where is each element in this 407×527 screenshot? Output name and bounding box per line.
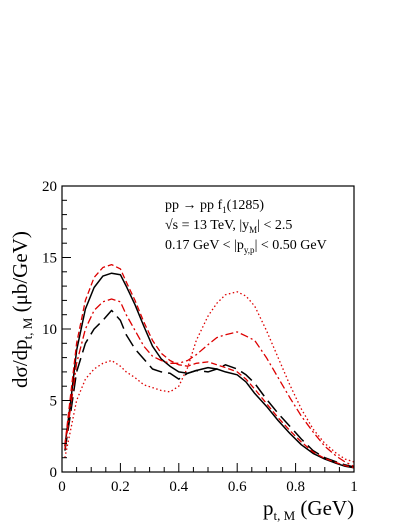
x-axis-title: pt, M (GeV) bbox=[263, 496, 354, 523]
annotation-energy-cut: √s = 13 TeV, |yM| < 2.5 bbox=[165, 218, 292, 235]
y-tick-label: 5 bbox=[50, 394, 58, 410]
x-tick-label: 0.2 bbox=[111, 479, 130, 495]
series-line-dash-dot bbox=[64, 298, 355, 467]
y-tick-label: 0 bbox=[50, 465, 58, 481]
x-tick-label: 1 bbox=[350, 479, 358, 495]
series-line-dotted bbox=[64, 291, 355, 463]
y-tick-label: 15 bbox=[42, 251, 57, 267]
y-axis-title: dσ/dpt, M (μb/GeV) bbox=[8, 231, 35, 388]
y-tick-label: 20 bbox=[42, 179, 57, 195]
x-tick-label: 0.6 bbox=[228, 479, 247, 495]
x-tick-label: 0.4 bbox=[169, 479, 188, 495]
annotation-process: pp → pp f1(1285) bbox=[165, 198, 264, 215]
x-tick-label: 0.8 bbox=[286, 479, 305, 495]
series-line-long-dash bbox=[64, 309, 355, 468]
y-tick-label: 10 bbox=[42, 322, 57, 338]
x-tick-label: 0 bbox=[58, 479, 66, 495]
annotation-momentum-cut: 0.17 GeV < |py,p| < 0.50 GeV bbox=[165, 238, 327, 255]
series-line-dashed bbox=[64, 263, 355, 469]
curves-layer bbox=[64, 263, 355, 469]
